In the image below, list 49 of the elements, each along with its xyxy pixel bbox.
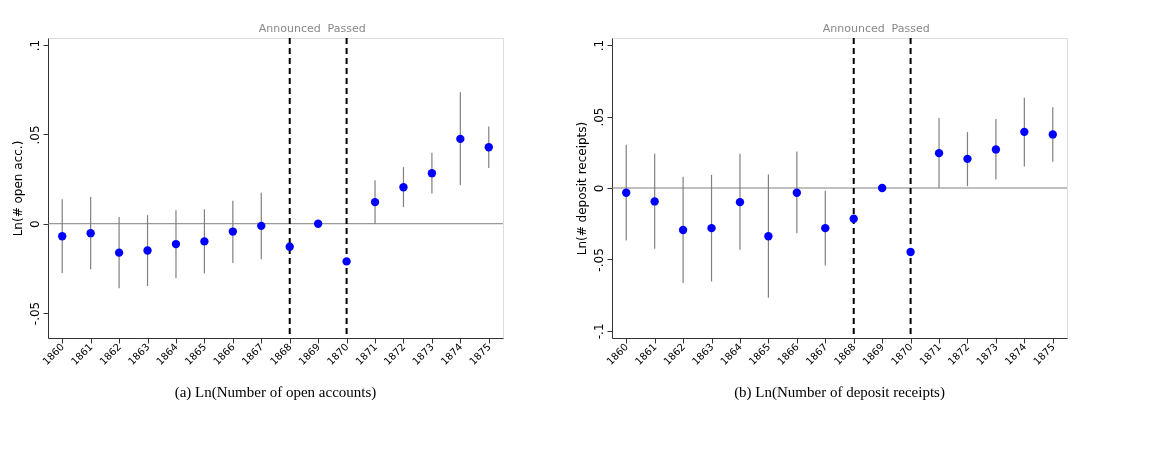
point: [821, 223, 830, 233]
y-tick-label: .1: [27, 39, 42, 52]
point: [370, 197, 380, 207]
ref-line-label: Announced: [258, 22, 321, 35]
point: [171, 239, 181, 249]
point: [1020, 127, 1029, 137]
ref-line-label: Passed: [327, 22, 366, 35]
point: [849, 214, 858, 223]
point: [934, 148, 944, 158]
y-tick-label: -.05: [27, 301, 42, 326]
y-axis-title: Ln(# deposit receipts): [574, 121, 589, 256]
point: [792, 188, 802, 197]
point: [963, 154, 972, 164]
y-tick-label: -.1: [591, 323, 606, 340]
point: [650, 197, 659, 206]
y-tick-label: .05: [591, 107, 606, 127]
point: [313, 219, 323, 228]
point: [622, 188, 631, 197]
point: [200, 237, 209, 246]
point: [991, 145, 1001, 154]
point: [399, 183, 408, 192]
point: [143, 246, 152, 255]
point: [707, 223, 716, 233]
ref-line-label: Announced: [822, 22, 885, 35]
point: [342, 257, 351, 266]
point: [228, 227, 238, 236]
point: [456, 134, 465, 144]
point: [114, 248, 124, 257]
point: [678, 225, 688, 235]
point: [906, 247, 915, 257]
y-axis-title: Ln(# open acc.): [10, 140, 25, 237]
point: [764, 232, 773, 241]
point: [484, 143, 493, 152]
y-tick-label: .1: [591, 39, 606, 52]
point: [285, 242, 294, 251]
point: [427, 169, 437, 178]
point: [257, 221, 266, 231]
text: (b) Ln(Number of deposit receipts): [734, 383, 945, 401]
y-tick-label: 0: [591, 184, 606, 193]
point: [58, 232, 67, 241]
y-tick-label: .05: [27, 125, 42, 145]
y-tick-label: -.05: [591, 248, 606, 272]
text: (a) Ln(Number of open accounts): [174, 383, 377, 401]
point: [877, 183, 887, 193]
point: [86, 229, 95, 238]
y-tick-label: 0: [27, 220, 42, 229]
ref-line-label: Passed: [891, 22, 930, 35]
point: [735, 197, 745, 207]
point: [1048, 130, 1057, 139]
